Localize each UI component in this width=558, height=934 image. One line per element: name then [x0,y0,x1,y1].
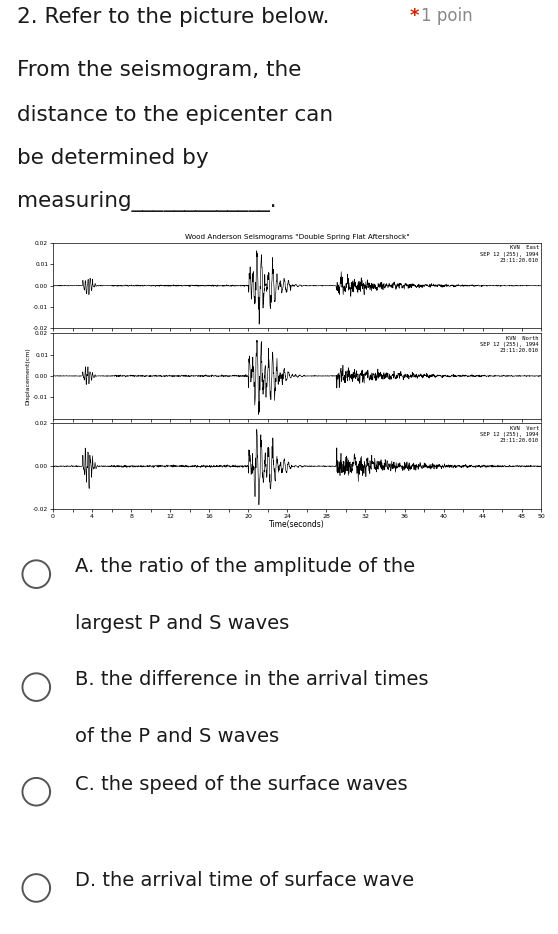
Text: From the seismogram, the: From the seismogram, the [17,60,301,79]
Text: A. the ratio of the amplitude of the: A. the ratio of the amplitude of the [75,558,416,576]
X-axis label: Time(seconds): Time(seconds) [270,520,325,530]
Title: Wood Anderson Seismograms "Double Spring Flat Aftershock": Wood Anderson Seismograms "Double Spring… [185,234,410,240]
Text: KVN  East
SEP 12 (255), 1994
23:11:20.010: KVN East SEP 12 (255), 1994 23:11:20.010 [480,246,539,262]
Text: of the P and S waves: of the P and S waves [75,727,280,746]
Text: largest P and S waves: largest P and S waves [75,614,290,633]
Y-axis label: Displacement(cm): Displacement(cm) [25,347,30,404]
Text: 2. Refer to the picture below.: 2. Refer to the picture below. [17,7,329,27]
Text: distance to the epicenter can: distance to the epicenter can [17,105,333,125]
Text: D. the arrival time of surface wave: D. the arrival time of surface wave [75,871,415,890]
Text: C. the speed of the surface waves: C. the speed of the surface waves [75,775,408,794]
Text: be determined by: be determined by [17,148,208,168]
Text: measuring_____________.: measuring_____________. [17,191,276,211]
Text: KVN  North
SEP 12 (255), 1994
23:11:20.010: KVN North SEP 12 (255), 1994 23:11:20.01… [480,335,539,353]
Text: B. the difference in the arrival times: B. the difference in the arrival times [75,671,429,689]
Text: 1 poin: 1 poin [421,7,473,25]
Text: KVN  Vert
SEP 12 (255), 1994
23:11:20.010: KVN Vert SEP 12 (255), 1994 23:11:20.010 [480,426,539,444]
Text: *: * [410,7,426,25]
